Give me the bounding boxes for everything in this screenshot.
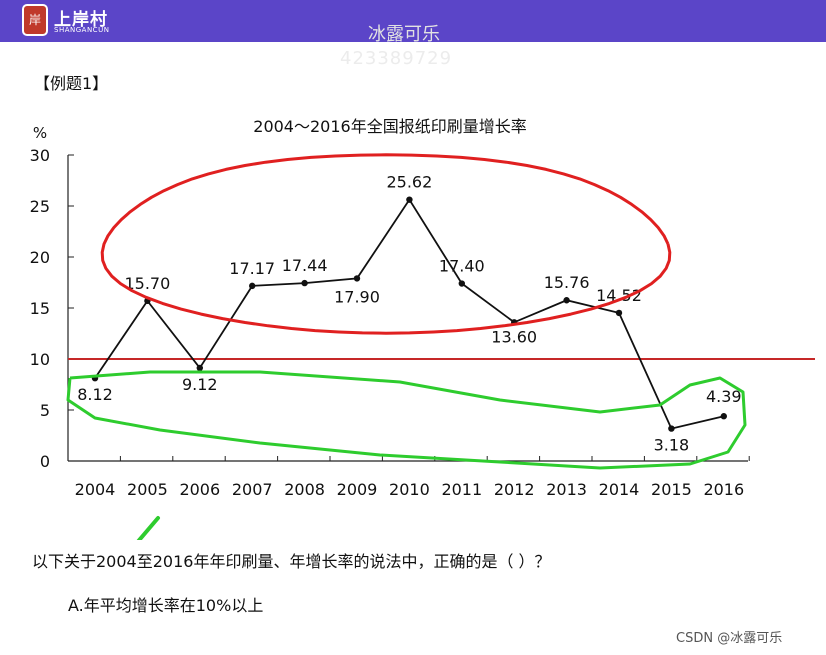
check-mark-icon <box>136 516 160 540</box>
data-label: 14.52 <box>596 286 642 305</box>
example-label: 【例题1】 <box>34 74 109 93</box>
x-tick-label: 2005 <box>127 480 168 499</box>
growth-rate-chart: 2004～2016年全国报纸印刷量增长率% 0 5 10 15 20 25 30 2004 200… <box>30 117 815 540</box>
x-tick-label: 2015 <box>651 480 692 499</box>
data-label: 17.90 <box>334 287 380 306</box>
data-label: 9.12 <box>182 375 218 394</box>
below-10-highlight-loop <box>66 370 747 470</box>
data-point <box>196 364 203 372</box>
x-tick-label: 2008 <box>284 480 325 499</box>
data-label: 17.40 <box>439 257 485 276</box>
data-label: 15.70 <box>124 274 170 293</box>
x-tick-label: 2006 <box>179 480 220 499</box>
data-label: 15.76 <box>544 273 590 292</box>
option-a[interactable]: A.年平均增长率在10%以上 <box>68 596 264 615</box>
watermark-id: 423389729 <box>340 48 453 69</box>
data-label: 17.44 <box>282 256 328 275</box>
data-label: 8.12 <box>77 385 113 404</box>
brand-name: 上岸村 <box>54 10 108 30</box>
x-tick-label: 2010 <box>389 480 430 499</box>
x-tick-label: 2014 <box>599 480 640 499</box>
x-tick-label: 2007 <box>232 480 273 499</box>
data-point <box>563 297 570 304</box>
y-tick-label: 10 <box>30 350 50 369</box>
brand-logo-icon: 岸 <box>22 4 48 36</box>
y-tick-label: 20 <box>30 248 50 267</box>
data-label: 17.17 <box>229 259 275 278</box>
series-line <box>94 198 725 430</box>
y-tick-label: 30 <box>30 146 50 165</box>
data-point <box>458 280 465 287</box>
data-point <box>249 282 256 290</box>
question-text: 以下关于2004至2016年年印刷量、年增长率的说法中，正确的是（ ）？ <box>32 552 551 571</box>
y-tick-label: 15 <box>30 299 50 318</box>
data-label: 3.18 <box>654 436 690 455</box>
brand-subtitle: SHANGANCUN <box>54 26 110 34</box>
chart-title: 2004～2016年全国报纸印刷量增长率 <box>253 117 526 136</box>
csdn-footer: CSDN @冰露可乐 <box>676 631 783 646</box>
data-label: 13.60 <box>491 327 537 346</box>
data-label: 4.39 <box>706 387 742 406</box>
x-tick-label: 2016 <box>703 480 744 499</box>
y-tick-label: 5 <box>40 401 50 420</box>
x-tick-label: 2004 <box>75 480 116 499</box>
data-point <box>668 425 675 432</box>
x-tick-label: 2011 <box>441 480 482 499</box>
watermark-name: 冰露可乐 <box>368 24 440 45</box>
x-tick-label: 2009 <box>337 480 378 499</box>
y-tick-label: 0 <box>40 452 50 471</box>
above-10-highlight-loop <box>100 153 672 335</box>
x-tick-label: 2012 <box>494 480 535 499</box>
data-point <box>406 196 413 203</box>
x-tick-label: 2013 <box>546 480 587 499</box>
data-point <box>301 279 308 287</box>
data-point <box>615 309 623 317</box>
y-axis-unit-label: % <box>33 124 47 142</box>
y-tick-label: 25 <box>30 197 50 216</box>
data-point <box>720 413 727 420</box>
top-bar: 岸 上岸村 SHANGANCUN <box>0 0 826 42</box>
data-label: 25.62 <box>386 173 432 192</box>
data-point <box>353 275 361 282</box>
